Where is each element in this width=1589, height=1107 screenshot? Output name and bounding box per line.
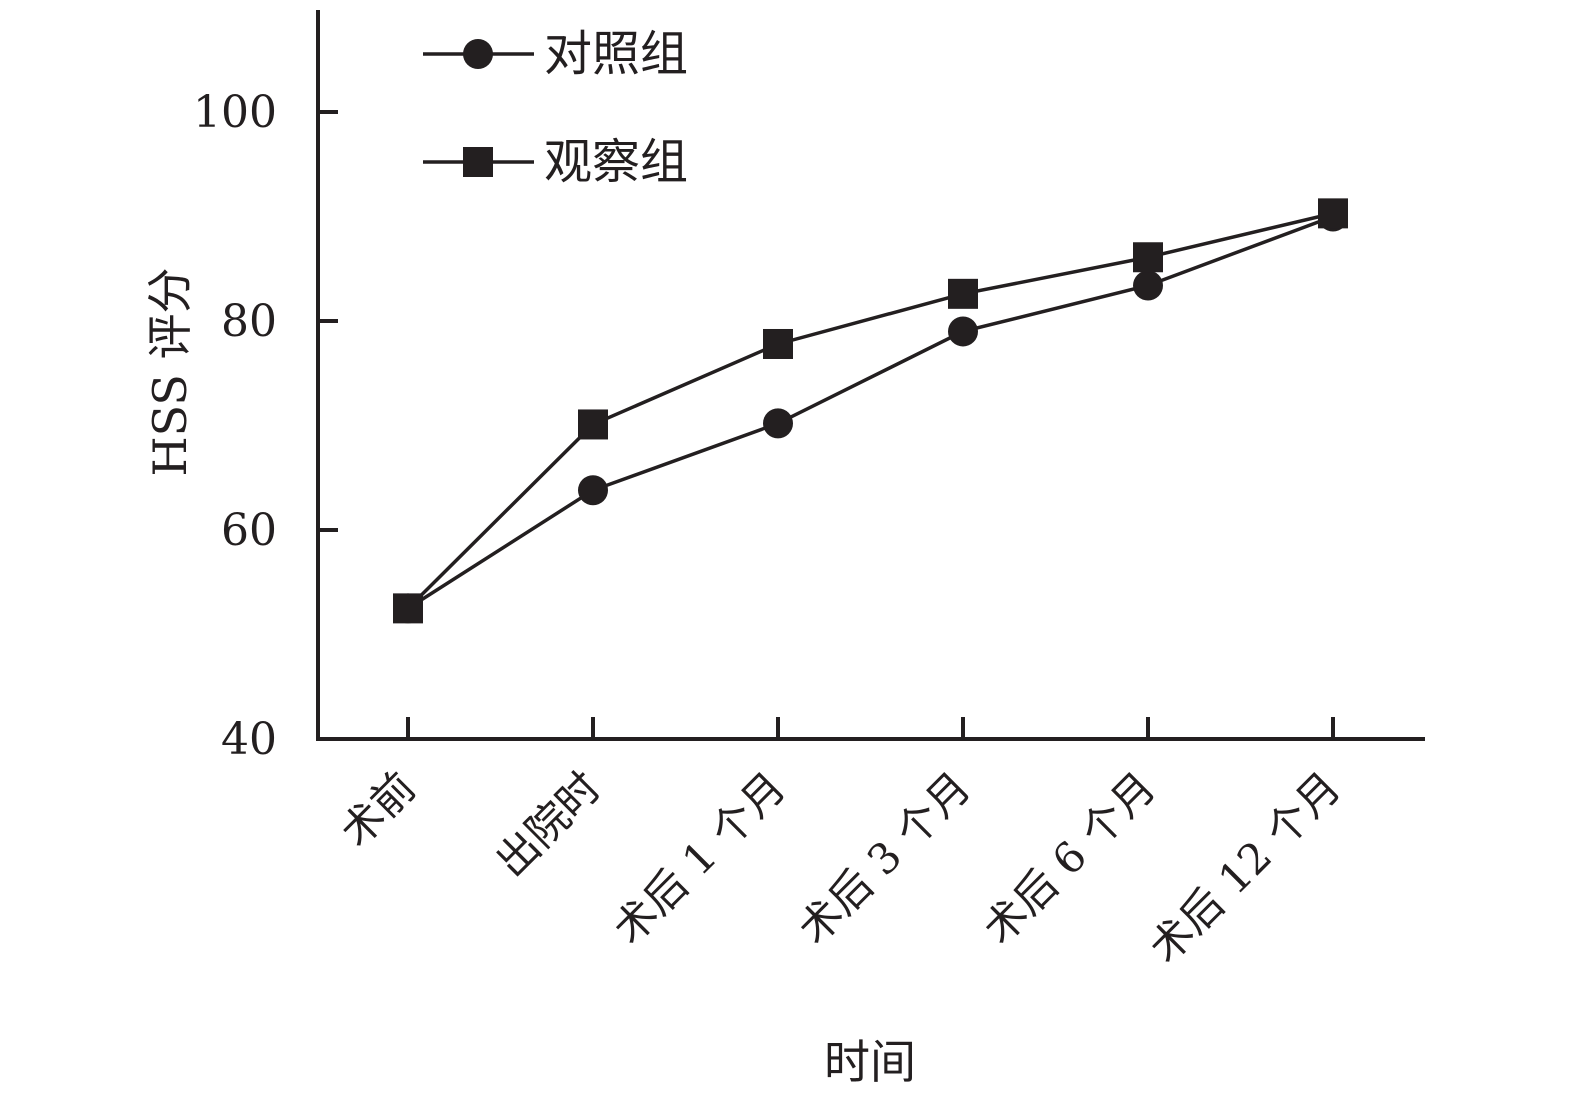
- series-line-1: [407, 214, 1334, 610]
- x-tick-label: 术前: [331, 762, 425, 856]
- x-tick-label: 术后 12 个月: [1140, 762, 1350, 972]
- data-point-circle: [948, 316, 978, 347]
- data-point-square: [393, 593, 423, 624]
- series-line-2: [406, 211, 1334, 610]
- data-point-square: [763, 328, 793, 359]
- plot-area: [393, 198, 1348, 624]
- legend-marker-circle: [463, 39, 493, 69]
- data-point-circle: [578, 475, 608, 506]
- data-point-square: [578, 409, 608, 440]
- y-tick-label: 100: [193, 87, 277, 138]
- data-point-circle: [1133, 270, 1163, 301]
- data-point-square: [948, 278, 978, 309]
- x-tick-label: 术后 6 个月: [974, 762, 1165, 953]
- data-point-square: [1133, 242, 1163, 273]
- y-axis-title: HSS 评分: [143, 268, 197, 477]
- data-point-circle: [763, 408, 793, 439]
- x-axis-title: 时间: [824, 1035, 916, 1089]
- y-tick-label: 60: [221, 505, 277, 556]
- legend-label: 观察组: [544, 134, 688, 190]
- y-tick-label: 40: [221, 714, 277, 765]
- x-tick-label: 术后 1 个月: [604, 762, 795, 953]
- data-point-square: [1318, 198, 1348, 229]
- legend-marker-square: [463, 147, 493, 177]
- y-tick-label: 80: [221, 296, 277, 347]
- x-tick-label: 出院时: [486, 762, 610, 886]
- legend-label: 对照组: [544, 26, 688, 82]
- x-tick-label: 术后 3 个月: [789, 762, 980, 953]
